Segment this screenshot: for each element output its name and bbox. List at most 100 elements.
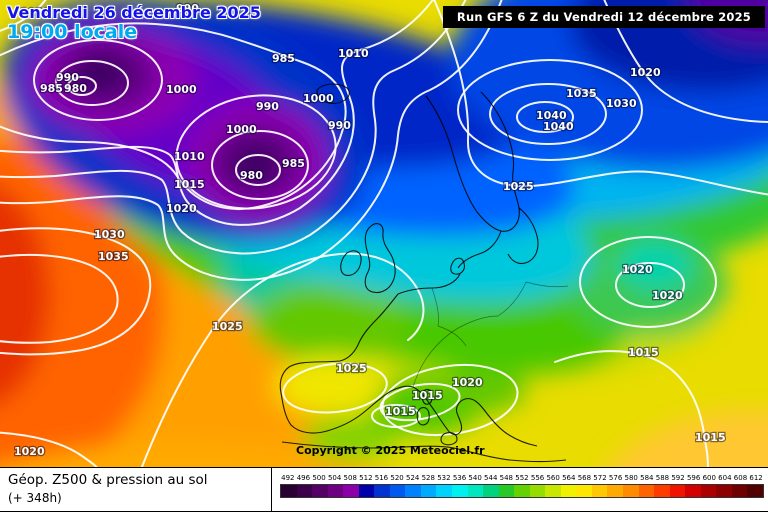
legend-value: 528 xyxy=(421,474,435,482)
pressure-label: 1010 xyxy=(174,150,205,163)
legend-value: 552 xyxy=(515,474,529,482)
legend-swatch xyxy=(654,485,670,497)
geopotential-color-field xyxy=(0,0,768,467)
pressure-label: 1020 xyxy=(166,202,197,215)
pressure-label: 980 xyxy=(64,82,87,95)
legend-swatch xyxy=(467,485,484,497)
legend-value: 532 xyxy=(437,474,451,482)
legend-swatch xyxy=(358,485,375,497)
legend-swatch xyxy=(452,485,468,497)
legend-value: 588 xyxy=(655,474,670,482)
legend-swatch xyxy=(685,485,701,497)
pressure-label: 1015 xyxy=(385,405,416,418)
pressure-label: 1010 xyxy=(338,47,369,60)
pressure-label: 1035 xyxy=(566,87,597,100)
pressure-label: 1025 xyxy=(503,180,534,193)
bottom-bar: Géop. Z500 & pression au sol (+ 348h) 49… xyxy=(0,467,768,511)
legend-swatch xyxy=(529,485,546,497)
pressure-label: 1030 xyxy=(606,97,637,110)
pressure-label: 1020 xyxy=(452,376,483,389)
legend-value: 600 xyxy=(702,474,716,482)
legend-value: 584 xyxy=(640,474,654,482)
legend-value: 536 xyxy=(452,474,467,482)
pressure-label: 1015 xyxy=(174,178,205,191)
pressure-label: 1035 xyxy=(98,250,129,263)
legend-swatch xyxy=(420,485,437,497)
pressure-label: 1000 xyxy=(303,92,334,105)
legend-value: 564 xyxy=(562,474,576,482)
legend-swatch xyxy=(405,485,421,497)
legend-value: 592 xyxy=(671,474,685,482)
pressure-label: 1020 xyxy=(20,6,51,19)
legend-swatch xyxy=(607,485,624,497)
legend-swatch xyxy=(483,485,499,497)
legend-swatch xyxy=(669,485,686,497)
legend-swatch xyxy=(498,485,515,497)
legend-color-bar xyxy=(280,484,764,498)
legend-value: 540 xyxy=(468,474,482,482)
pressure-label: 1025 xyxy=(336,362,367,375)
legend-swatch xyxy=(591,485,608,497)
legend-value: 580 xyxy=(624,474,638,482)
legend-value: 608 xyxy=(733,474,748,482)
legend-value: 544 xyxy=(484,474,498,482)
legend-value: 500 xyxy=(312,474,326,482)
legend-values-row: 492 496 500 504 508 512 516 520 524 528 532 536 540 5… xyxy=(280,474,764,483)
legend-swatch xyxy=(374,485,390,497)
legend-swatch xyxy=(514,485,530,497)
legend-swatch xyxy=(623,485,639,497)
pressure-label: 1020 xyxy=(14,445,45,458)
map-area: 1020 990 985 1010 990 985 980 1000 1000 990 1000 99… xyxy=(0,0,768,467)
pressure-label: 990 xyxy=(256,100,279,113)
legend-value: 524 xyxy=(405,474,420,482)
pressure-label: 1025 xyxy=(212,320,243,333)
legend-swatch xyxy=(545,485,561,497)
copyright-text: Copyright © 2025 Meteociel.fr xyxy=(296,444,485,457)
country-borders xyxy=(412,281,569,388)
legend-value: 576 xyxy=(608,474,623,482)
legend-value: 612 xyxy=(749,474,763,482)
legend-value: 520 xyxy=(390,474,404,482)
pressure-label: 985 xyxy=(282,157,305,170)
legend-swatch xyxy=(327,485,344,497)
pressure-label: 1015 xyxy=(412,389,443,402)
pressure-label: 1020 xyxy=(630,66,661,79)
pressure-label: 985 xyxy=(40,82,63,95)
legend-swatch xyxy=(343,485,359,497)
legend-swatch xyxy=(700,485,717,497)
pressure-label: 985 xyxy=(272,52,295,65)
legend-value: 596 xyxy=(686,474,701,482)
legend-swatch xyxy=(747,485,763,497)
run-info-box: Run GFS 6 Z du Vendredi 12 décembre 2025 xyxy=(442,6,765,28)
pressure-label: 1020 xyxy=(652,289,683,302)
pressure-label: 990 xyxy=(176,2,199,15)
pressure-label: 1015 xyxy=(695,431,726,444)
pressure-label: 1000 xyxy=(166,83,197,96)
map-title-box: Géop. Z500 & pression au sol (+ 348h) xyxy=(0,468,272,511)
legend-value: 504 xyxy=(327,474,342,482)
pressure-label: 990 xyxy=(56,71,79,84)
legend-value: 572 xyxy=(593,474,607,482)
legend-swatch xyxy=(436,485,453,497)
legend-swatch xyxy=(716,485,732,497)
legend-value: 560 xyxy=(546,474,560,482)
legend-swatch xyxy=(731,485,748,497)
pressure-label: 990 xyxy=(328,119,351,132)
pressure-label: 1040 xyxy=(543,120,574,133)
map-forecast-hour: (+ 348h) xyxy=(8,491,62,505)
legend-value: 568 xyxy=(577,474,592,482)
pressure-label: 1020 xyxy=(622,263,653,276)
legend-value: 548 xyxy=(499,474,514,482)
legend-value: 556 xyxy=(530,474,545,482)
pressure-label: 1030 xyxy=(94,228,125,241)
color-scale-legend: 492 496 500 504 508 512 516 520 524 528 532 536 540 5… xyxy=(272,468,768,511)
legend-value: 492 xyxy=(281,474,295,482)
isobar-contours xyxy=(0,0,768,467)
legend-swatch xyxy=(638,485,655,497)
legend-swatch xyxy=(576,485,592,497)
legend-value: 512 xyxy=(359,474,373,482)
pressure-label: 1040 xyxy=(536,109,567,122)
